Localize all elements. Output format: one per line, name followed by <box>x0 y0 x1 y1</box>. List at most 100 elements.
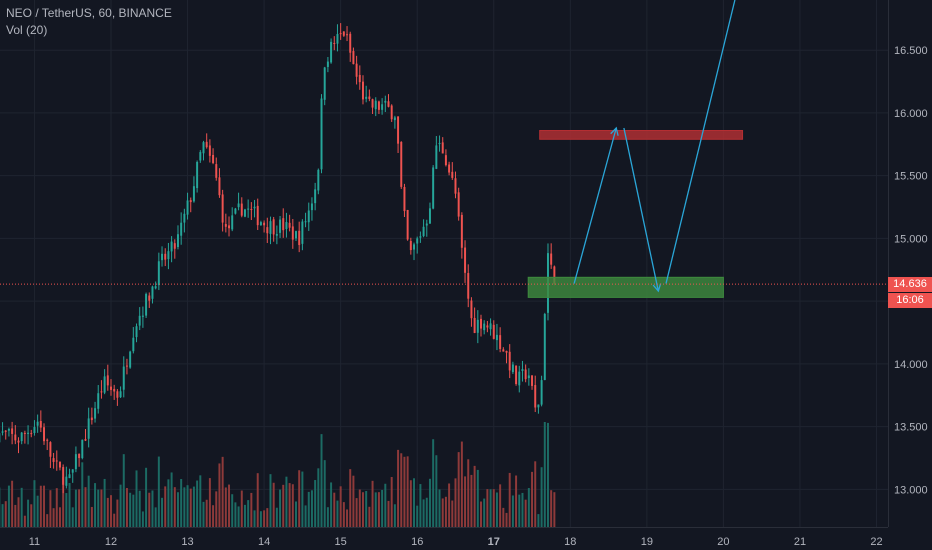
candle-body <box>52 458 55 462</box>
volume-bar <box>275 507 278 527</box>
bar-countdown-tag: 16:06 <box>888 293 932 309</box>
candle-body <box>231 215 234 230</box>
candle-body <box>336 34 339 44</box>
time-tick-label: 20 <box>717 536 729 548</box>
volume-bar <box>20 487 23 527</box>
volume-bar <box>122 454 125 527</box>
candle-body <box>132 337 135 352</box>
candle-body <box>342 31 345 36</box>
drawing-zones[interactable] <box>527 129 744 298</box>
candle-body <box>537 404 540 408</box>
candle-body <box>1 431 4 433</box>
volume-bar <box>470 474 473 527</box>
volume-bar <box>84 487 87 527</box>
volume-bar <box>438 489 441 527</box>
price-tick-label: 15.000 <box>894 233 928 245</box>
volume-bar <box>435 455 438 527</box>
candle-body <box>157 261 160 286</box>
volume-bar <box>537 514 540 527</box>
candle-body <box>518 371 521 386</box>
volume-bar <box>141 511 144 527</box>
resistance-zone <box>539 129 744 140</box>
volume-bars <box>0 422 556 527</box>
volume-bar <box>148 492 151 527</box>
candle-body <box>451 171 454 178</box>
candle-body <box>145 293 148 316</box>
volume-bar <box>205 499 208 527</box>
candle-body <box>550 253 553 265</box>
candle-body <box>170 241 173 252</box>
candle-body <box>419 236 422 238</box>
volume-bar <box>495 492 498 527</box>
chart-legend: NEO / TetherUS, 60, BINANCE Vol (20) <box>6 5 172 39</box>
candle-body <box>553 266 556 285</box>
drawing-arrows[interactable] <box>573 0 736 293</box>
candle-body <box>502 349 505 352</box>
candle-body <box>46 439 49 441</box>
volume-bar <box>521 492 524 527</box>
candle-body <box>228 225 231 229</box>
candle-body <box>113 388 116 392</box>
candle-body <box>288 222 291 228</box>
volume-bar <box>451 500 454 527</box>
candle-body <box>119 391 122 398</box>
candle-body <box>422 226 425 237</box>
time-axis[interactable]: 11 12 13 14 15 16 17 18 19 20 21 22 <box>0 527 888 549</box>
volume-bar <box>428 478 431 527</box>
candle-body <box>240 203 243 216</box>
volume-bar <box>221 456 224 527</box>
volume-bar <box>196 480 199 527</box>
volume-bar <box>170 472 173 527</box>
volume-bar <box>365 491 368 527</box>
volume-bar <box>310 490 313 527</box>
candle-body <box>483 323 486 331</box>
symbol-title[interactable]: NEO / TetherUS, 60, BINANCE <box>6 6 172 20</box>
candle-body <box>164 253 167 260</box>
volume-bar <box>473 465 476 527</box>
candle-body <box>205 141 208 148</box>
volume-bar <box>330 482 333 527</box>
candle-body <box>314 189 317 204</box>
time-tick-label: 13 <box>181 536 193 548</box>
volume-indicator-label[interactable]: Vol (20) <box>6 23 48 37</box>
volume-bar <box>167 479 170 527</box>
volume-bar <box>250 492 253 527</box>
candle-body <box>413 244 416 250</box>
time-tick-label: 22 <box>870 536 882 548</box>
candle-body <box>352 51 355 65</box>
time-tick-label: 11 <box>29 536 40 548</box>
volume-bar <box>27 499 30 527</box>
candle-body <box>87 418 90 439</box>
volume-bar <box>323 460 326 527</box>
volume-bar <box>480 501 482 527</box>
price-axis[interactable]: 16.50016.00015.50015.00014.50014.00013.5… <box>888 0 928 527</box>
candle-body <box>480 318 482 329</box>
volume-bar <box>505 512 508 527</box>
candle-body <box>358 74 361 83</box>
candle-body <box>68 474 71 479</box>
volume-bar <box>492 489 495 527</box>
candle-body <box>71 469 74 473</box>
candle-body <box>361 81 364 100</box>
candle-body <box>129 351 132 368</box>
candle-body <box>441 142 444 154</box>
volume-bar <box>460 441 463 527</box>
volume-bar <box>173 487 176 527</box>
candle-body <box>317 169 320 191</box>
candle-body <box>196 161 199 189</box>
volume-bar <box>189 488 192 527</box>
volume-bar <box>361 492 364 527</box>
volume-bar <box>132 494 135 527</box>
candle-body <box>492 324 495 339</box>
candle-body <box>301 221 304 244</box>
candle-body <box>186 200 189 215</box>
time-tick-label: 17 <box>488 536 500 548</box>
candle-body <box>14 434 17 441</box>
candle-body <box>400 141 403 187</box>
volume-bar <box>215 491 218 527</box>
candle-body <box>355 63 358 77</box>
volume-bar <box>259 511 262 527</box>
candle-body <box>7 428 10 431</box>
candle-body <box>326 61 329 67</box>
